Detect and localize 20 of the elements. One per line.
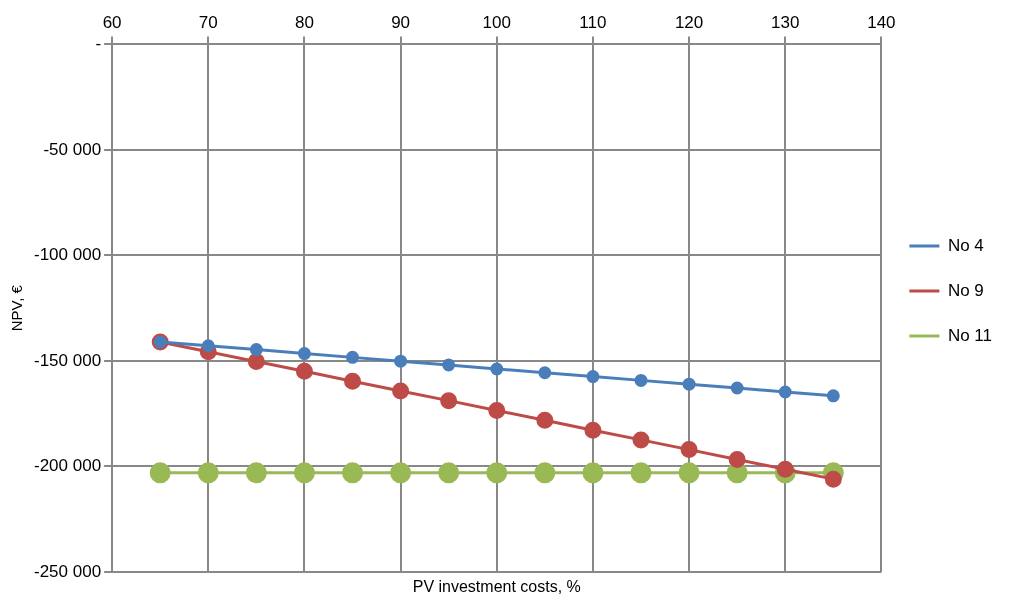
x-tick-label: 100 xyxy=(482,12,511,32)
x-tick-label: 70 xyxy=(198,12,218,32)
x-tick-label: 130 xyxy=(771,12,800,32)
y-axis-title: NPV, € xyxy=(8,284,26,332)
legend-label: No 4 xyxy=(947,235,984,255)
legend-label: No 9 xyxy=(947,280,984,300)
y-tick-label: -250 000 xyxy=(33,561,102,581)
x-tick-label: 90 xyxy=(391,12,411,32)
x-axis-title: PV investment costs, % xyxy=(412,578,581,596)
y-tick-label: -150 000 xyxy=(33,350,102,370)
x-tick-label: 140 xyxy=(867,12,896,32)
x-tick-label: 60 xyxy=(102,12,122,32)
x-tick-label: 80 xyxy=(294,12,314,32)
x-tick-label: 120 xyxy=(674,12,704,32)
y-tick-label: -200 000 xyxy=(33,456,102,476)
y-tick-label: -100 000 xyxy=(33,245,102,265)
x-tick-label: 110 xyxy=(579,12,607,32)
y-tick-label: -50 000 xyxy=(43,139,102,159)
y-tick-label: - xyxy=(95,34,102,54)
legend-label: No 11 xyxy=(947,325,993,345)
